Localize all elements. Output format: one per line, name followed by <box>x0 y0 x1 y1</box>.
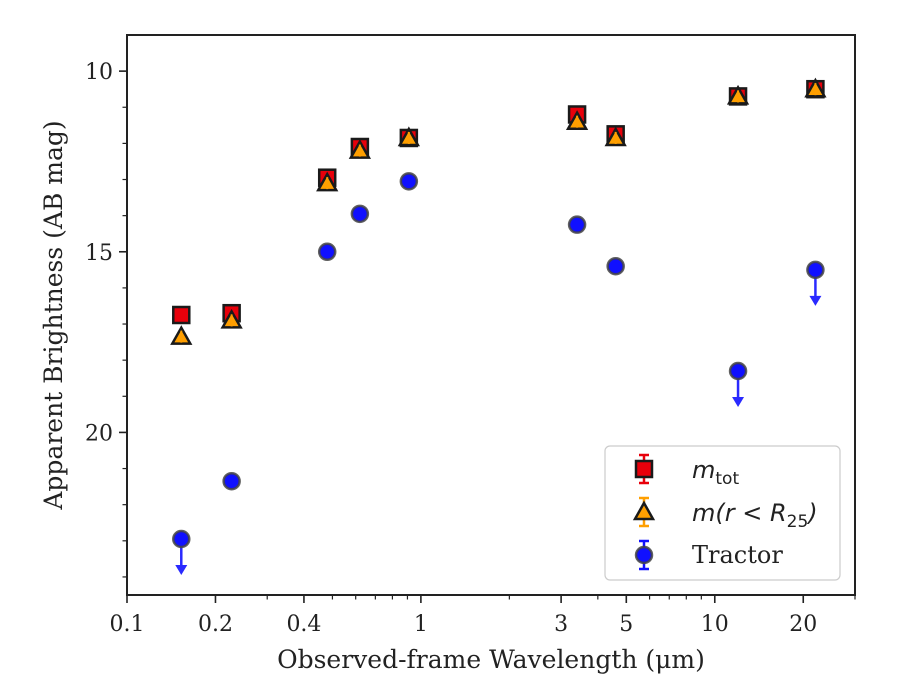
legend-icon-m_r25 <box>632 500 656 521</box>
x-tick-label-5: 5 <box>619 612 633 637</box>
tractor-point-0-limit-arrow-head <box>175 565 188 575</box>
x-tick-label-3: 1 <box>414 612 428 637</box>
legend-icon-m_tot <box>634 459 654 479</box>
y-tick-label-1: 15 <box>85 241 113 266</box>
y-tick-label-2: 20 <box>85 421 113 446</box>
tractor-point-7-limit-arrow-head <box>732 397 745 407</box>
legend-frame <box>604 445 841 581</box>
y-tick-label-0: 10 <box>85 60 113 85</box>
legend-label-m-r25: m(r < R25) <box>692 499 818 532</box>
x-tick-label-7: 20 <box>789 612 817 637</box>
legend-icons <box>632 453 656 571</box>
plot-frame <box>126 34 856 596</box>
y-axis: 10 15 20 <box>85 60 127 578</box>
y-axis-label: Apparent Brightness (AB mag) <box>39 120 68 510</box>
x-axis-label: Observed-frame Wavelength (μm) <box>277 645 705 674</box>
x-tick-label-6: 10 <box>701 612 729 637</box>
tractor-point-8-limit-arrow-head <box>809 295 822 306</box>
plot-marks <box>170 77 827 575</box>
x-tick-label-0: 0.1 <box>110 612 145 637</box>
x-tick-label-2: 0.4 <box>286 612 321 637</box>
x-tick-label-4: 3 <box>554 612 568 637</box>
x-tick-label-1: 0.2 <box>198 612 233 637</box>
legend-label-m-tot: mtot <box>692 456 739 489</box>
legend: mtot m(r < R25) Tractor <box>604 445 841 581</box>
legend-icon-tractor <box>634 545 654 565</box>
x-axis: 0.1 0.2 0.4 1 3 5 10 20 <box>110 595 856 637</box>
legend-label-tractor: Tractor <box>692 541 783 569</box>
